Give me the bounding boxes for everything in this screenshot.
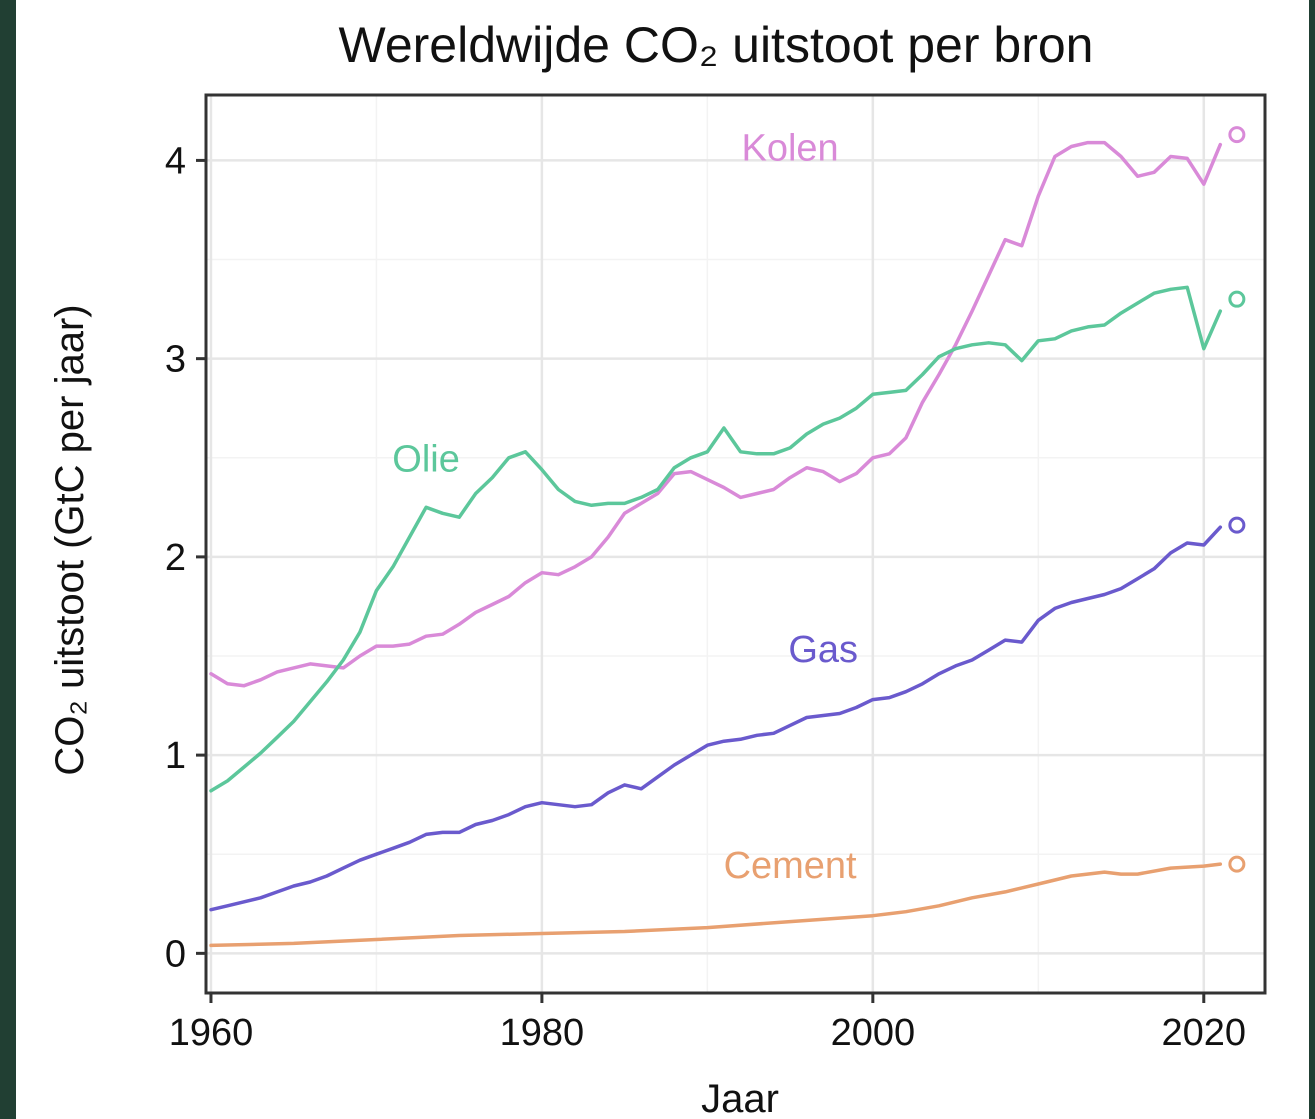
series-label-gas: Gas (788, 629, 858, 671)
grid-minor (206, 95, 1265, 993)
x-tick-label: 2020 (1162, 1012, 1247, 1054)
series-labels: Kolen Olie Gas Cement (392, 127, 858, 887)
x-tick-label: 1980 (500, 1012, 585, 1054)
series-label-cement: Cement (724, 845, 857, 887)
series-label-olie: Olie (392, 439, 460, 481)
series-line-kolen (209, 140, 1223, 688)
y-tick-label: 4 (165, 140, 186, 182)
endpoint-marker-olie (1228, 290, 1246, 308)
x-tick-label: 1960 (169, 1012, 254, 1054)
y-tick-label: 1 (165, 735, 186, 777)
series-line-cement (209, 862, 1223, 948)
y-tick-label: 2 (165, 537, 186, 579)
x-tick-label: 2000 (831, 1012, 916, 1054)
endpoint-marker-kolen (1228, 126, 1246, 144)
chart-title: Wereldwijde CO₂ uitstoot per bron (339, 17, 1094, 73)
series-label-kolen: Kolen (742, 127, 839, 169)
grid-major (206, 95, 1265, 993)
endpoint-marker-gas (1228, 516, 1246, 534)
frame-left (0, 0, 16, 1119)
series-line-olie (209, 285, 1223, 793)
y-tick-label: 3 (165, 339, 186, 381)
x-axis-label: Jaar (701, 1077, 779, 1119)
frame-right (1309, 0, 1315, 1119)
x-axis: 1960 1980 2000 2020 (169, 993, 1246, 1054)
plot-background (206, 95, 1265, 993)
series-lines (209, 140, 1223, 948)
series-line-gas (209, 525, 1223, 912)
endpoint-marker-cement (1228, 855, 1246, 873)
y-axis: 0 1 2 3 4 (165, 140, 206, 975)
plot-border (204, 93, 1267, 995)
y-axis-label: CO₂ uitstoot (GtC per jaar) (48, 304, 92, 775)
endpoint-markers (1228, 126, 1246, 873)
y-tick-label: 0 (165, 933, 186, 975)
